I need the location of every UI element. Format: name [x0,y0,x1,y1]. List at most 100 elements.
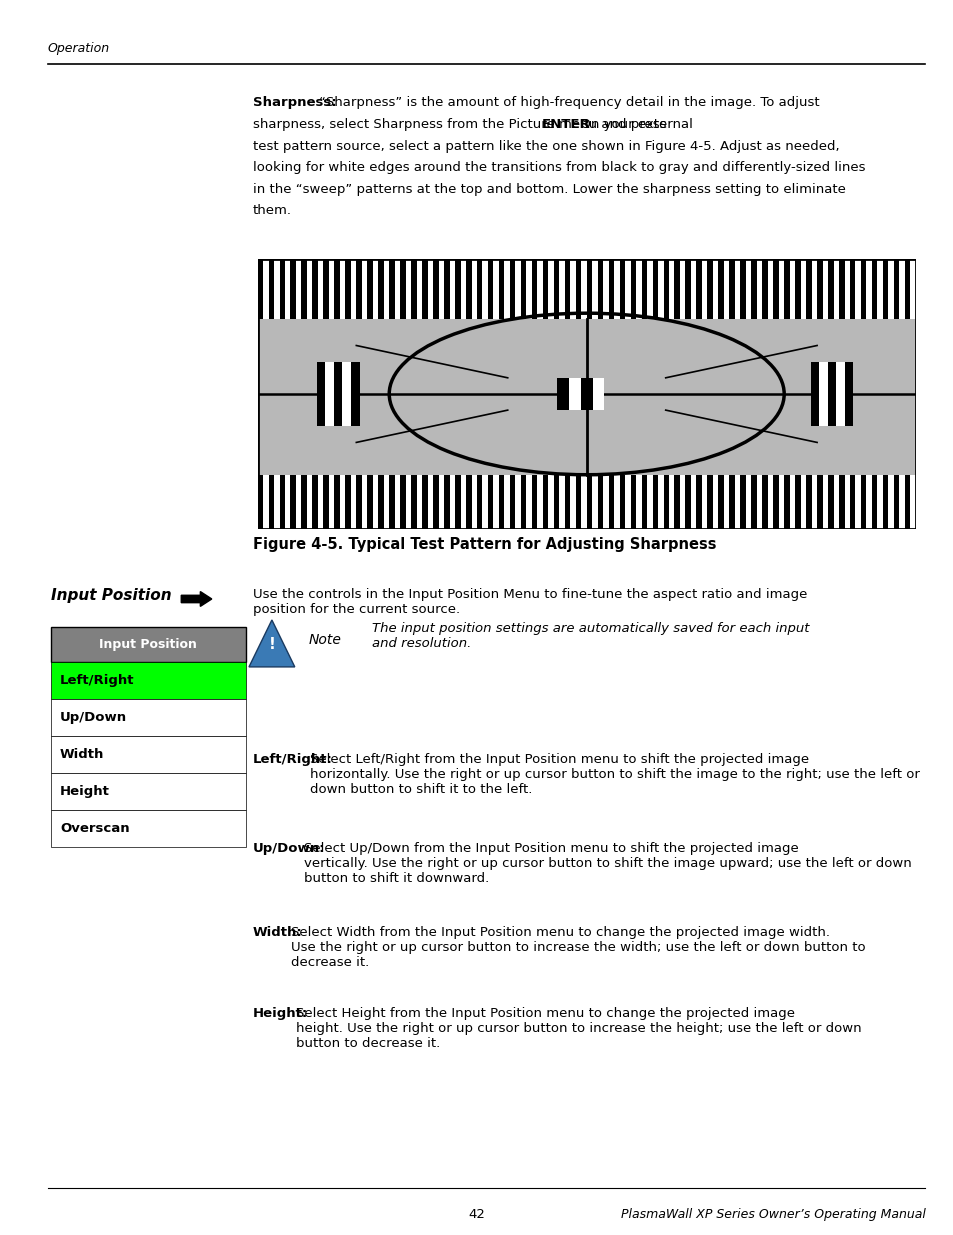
Bar [339,474,345,529]
Bar [373,474,377,529]
Bar [520,474,526,529]
Text: sharpness, select Sharpness from the Picture menu and press: sharpness, select Sharpness from the Pic… [253,117,670,131]
Bar [608,259,614,319]
Bar [679,474,684,529]
Bar [756,259,761,319]
Text: “Sharpness” is the amount of high-frequency detail in the image. To adjust: “Sharpness” is the amount of high-freque… [318,96,819,110]
Text: Select Left/Right from the Input Position menu to shift the projected image
hori: Select Left/Right from the Input Positio… [310,753,919,797]
Bar [295,259,301,319]
Bar [377,259,383,319]
Bar [455,474,460,529]
Bar [794,474,800,529]
Bar [334,259,339,319]
Bar [696,474,701,529]
Text: Sharpness:: Sharpness: [253,96,336,110]
Bar [871,259,877,319]
Bar [51,810,246,847]
Text: Note: Note [308,632,340,647]
Bar [367,259,373,319]
Bar [509,259,515,319]
Bar [618,259,624,319]
Bar [909,474,915,529]
Bar [640,474,646,529]
Bar [849,259,855,319]
Bar [690,474,696,529]
Bar [421,474,427,529]
Bar [838,474,843,529]
Bar [373,259,377,319]
Bar [257,474,263,529]
Bar [860,474,865,529]
Bar [405,474,411,529]
Bar [269,259,274,319]
Bar [498,474,504,529]
Bar [903,259,909,319]
Bar [487,259,493,319]
Bar [537,474,542,529]
Bar [630,259,636,319]
Bar [263,474,269,529]
Bar [767,259,772,319]
Bar [865,474,871,529]
Bar [558,474,564,529]
Bar [568,378,580,410]
Bar [553,474,558,529]
Bar [416,474,421,529]
Bar [51,627,246,662]
Bar [701,259,706,319]
Bar [833,259,838,319]
Bar [899,474,903,529]
Bar [772,474,778,529]
Text: test pattern source, select a pattern like the one shown in Figure 4-5. Adjust a: test pattern source, select a pattern li… [253,140,839,153]
Bar [821,259,827,319]
Bar [887,259,893,319]
Bar [323,474,329,529]
Bar [356,259,361,319]
Bar [575,474,580,529]
Bar [750,259,756,319]
Bar [548,474,553,529]
Bar [690,259,696,319]
Text: Select Width from the Input Position menu to change the projected image width.
U: Select Width from the Input Position men… [291,926,864,969]
Bar [646,474,652,529]
Bar [290,259,295,319]
Bar [345,259,351,319]
Text: Left/Right: Left/Right [60,674,134,687]
Bar [778,259,783,319]
Bar [893,474,899,529]
Text: Up/Down:: Up/Down: [253,842,325,856]
Bar [312,259,317,319]
Text: 42: 42 [468,1208,485,1221]
Bar [339,259,345,319]
Bar [624,474,630,529]
Bar [51,699,246,736]
Text: Height: Height [60,785,110,798]
Bar [816,259,821,319]
Bar [329,259,334,319]
Text: Width:: Width: [253,926,302,940]
Bar [301,474,307,529]
Bar [334,362,342,426]
Bar [433,259,438,319]
Bar [269,474,274,529]
Bar [295,474,301,529]
Bar [899,259,903,319]
Bar [482,474,487,529]
Bar [761,474,767,529]
Bar [602,259,608,319]
Bar [542,259,548,319]
Bar [805,474,811,529]
Text: in the “sweep” patterns at the top and bottom. Lower the sharpness setting to el: in the “sweep” patterns at the top and b… [253,183,844,196]
Bar [285,474,290,529]
Bar [909,259,915,319]
Bar [580,474,586,529]
Bar [580,378,592,410]
Bar [821,474,827,529]
Bar [706,259,712,319]
Bar [789,474,794,529]
Text: Select Height from the Input Position menu to change the projected image
height.: Select Height from the Input Position me… [295,1007,861,1050]
Bar [865,259,871,319]
Text: PlasmaWall XP Series Owner’s Operating Manual: PlasmaWall XP Series Owner’s Operating M… [619,1208,924,1221]
Text: !: ! [268,637,275,652]
Bar [438,259,443,319]
